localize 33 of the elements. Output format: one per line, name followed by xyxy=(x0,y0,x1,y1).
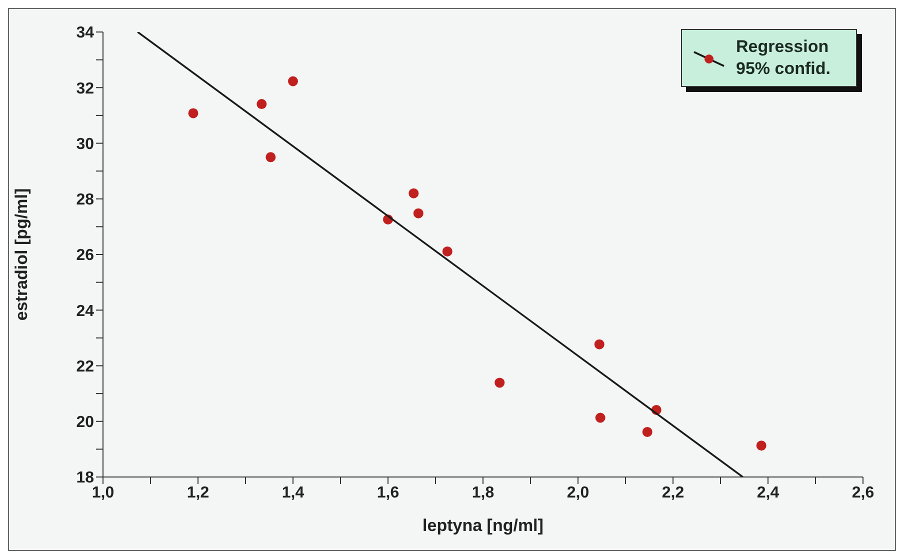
point xyxy=(188,108,198,118)
x-axis-title: leptyna [ng/ml] xyxy=(422,516,544,535)
point xyxy=(595,412,606,423)
point xyxy=(256,99,267,110)
y-tick-label: 30 xyxy=(76,136,94,153)
y-tick-label: 20 xyxy=(76,414,94,432)
x-tick-label: 2,6 xyxy=(852,484,874,502)
x-tick-label: 1,0 xyxy=(92,484,114,502)
point xyxy=(494,378,505,388)
y-tick-label: 26 xyxy=(76,247,94,264)
point xyxy=(266,152,276,162)
y-tick-label: 18 xyxy=(76,470,94,487)
x-tick-label: 2,2 xyxy=(662,484,684,502)
point xyxy=(642,426,652,437)
point xyxy=(442,246,452,256)
x-tick-label: 2,0 xyxy=(566,484,590,502)
point xyxy=(288,76,298,86)
y-tick-label: 22 xyxy=(76,358,94,376)
point xyxy=(408,188,419,198)
x-tick-label: 1,8 xyxy=(472,484,494,502)
point xyxy=(594,339,604,350)
point xyxy=(413,208,424,218)
x-tick-label: 1,4 xyxy=(282,484,304,502)
y-axis-title: estradiol [pg/ml] xyxy=(12,188,32,321)
y-tick-label: 28 xyxy=(76,192,94,209)
y-tick-label: 34 xyxy=(76,24,94,42)
x-tick-label: 1,6 xyxy=(376,484,400,502)
point xyxy=(756,440,766,451)
legend-label: Regression 95% confid. xyxy=(736,36,832,80)
x-tick-label: 1,2 xyxy=(186,484,210,502)
y-tick-label: 32 xyxy=(76,80,94,98)
x-tick-label: 2,4 xyxy=(756,484,780,502)
y-tick-label: 24 xyxy=(76,302,94,320)
